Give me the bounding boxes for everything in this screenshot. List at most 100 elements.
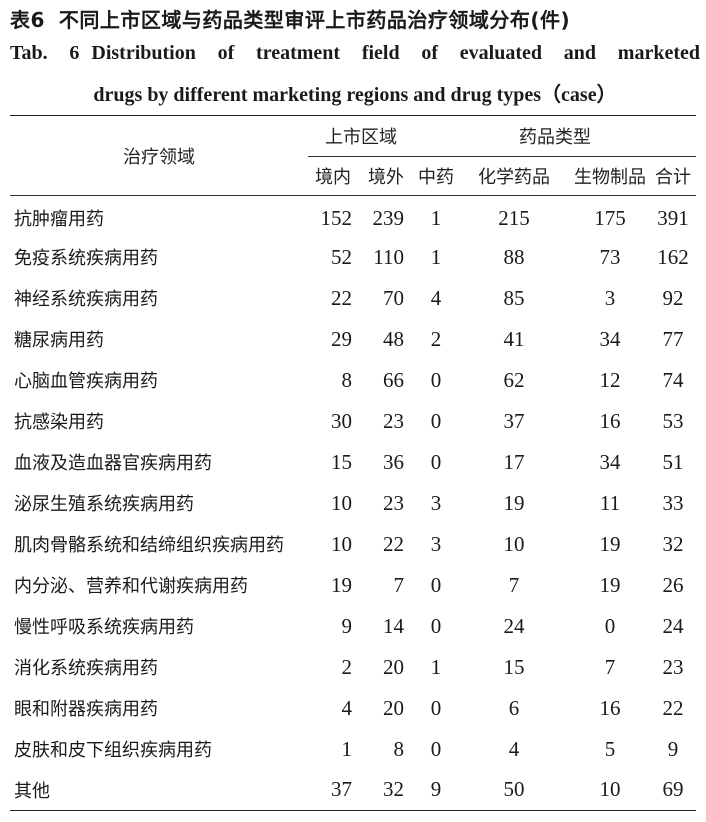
cell-chemical: 50: [503, 777, 525, 802]
cell-total: 391: [657, 205, 689, 230]
cell-tcm: 9: [430, 777, 442, 802]
treatment-field-table: 治疗领域 上市区域 药品类型 境内 境外 中药 化学药品 生物制品 合计 抗肿瘤…: [10, 115, 696, 811]
cell-overseas: 23: [383, 490, 404, 515]
cell-domestic: 152: [320, 205, 353, 230]
table-number-label: 表6: [10, 8, 45, 32]
cell-total: 23: [662, 654, 684, 679]
cell-domestic: 9: [341, 613, 353, 638]
cell-tcm: 3: [430, 490, 442, 515]
cell-field: 神经系统疾病用药: [14, 289, 158, 310]
cell-overseas: 23: [383, 408, 404, 433]
table-row: 消化系统疾病用药 2 20 1 15 7 23: [10, 647, 696, 688]
cell-chemical: 10: [503, 531, 525, 556]
cell-chemical: 24: [503, 613, 525, 638]
cell-field: 慢性呼吸系统疾病用药: [14, 617, 194, 638]
cell-total: 51: [662, 449, 684, 474]
cell-field: 内分泌、营养和代谢疾病用药: [14, 576, 248, 597]
cell-total: 26: [662, 572, 684, 597]
cell-total: 69: [662, 777, 684, 802]
cell-chemical: 7: [508, 572, 520, 597]
table-row: 神经系统疾病用药 22 70 4 85 3 92: [10, 278, 696, 319]
cell-chemical: 62: [503, 367, 525, 392]
cell-tcm: 1: [430, 205, 442, 230]
cell-domestic: 10: [331, 490, 352, 515]
cell-overseas: 20: [383, 654, 404, 679]
cell-overseas: 32: [383, 777, 404, 802]
table-row: 血液及造血器官疾病用药 15 36 0 17 34 51: [10, 442, 696, 483]
table-header: 治疗领域 上市区域 药品类型 境内 境外 中药 化学药品 生物制品 合计: [10, 115, 696, 196]
cell-domestic: 52: [331, 244, 352, 269]
cell-field: 其他: [14, 780, 50, 802]
table-row: 心脑血管疾病用药 8 66 0 62 12 74: [10, 360, 696, 401]
cell-total: 9: [667, 736, 679, 761]
cell-domestic: 4: [341, 695, 353, 720]
header-group-marketing-region: 上市区域: [308, 115, 414, 157]
table-caption-english-line1: Tab. 6 Distribution of treatment field of…: [10, 42, 700, 65]
table-row: 免疫系统疾病用药 52 110 1 88 73 162: [10, 237, 696, 278]
cell-chemical: 4: [508, 736, 520, 761]
cell-tcm: 0: [430, 695, 442, 720]
cell-tcm: 0: [430, 408, 442, 433]
cell-overseas: 48: [383, 326, 404, 351]
cell-field: 免疫系统疾病用药: [14, 248, 158, 269]
cell-chemical: 85: [503, 285, 525, 310]
table-title-chinese: 不同上市区域与药品类型审评上市药品治疗领域分布(件): [58, 8, 571, 32]
cell-total: 162: [657, 244, 689, 269]
cell-biologic: 73: [599, 244, 621, 269]
cell-total: 77: [662, 326, 684, 351]
cell-overseas: 20: [383, 695, 404, 720]
header-total: 合计: [650, 156, 696, 196]
cell-domestic: 37: [331, 777, 352, 802]
cell-biologic: 175: [594, 205, 626, 230]
cell-biologic: 0: [604, 613, 616, 638]
header-chemical-drugs: 化学药品: [458, 156, 570, 196]
cell-chemical: 17: [503, 449, 525, 474]
cell-field: 糖尿病用药: [14, 330, 104, 351]
cell-total: 74: [662, 367, 684, 392]
cell-overseas: 36: [383, 449, 404, 474]
table-row: 抗感染用药 30 23 0 37 16 53: [10, 401, 696, 442]
cell-tcm: 0: [430, 572, 442, 597]
cell-biologic: 7: [604, 654, 616, 679]
cell-field: 血液及造血器官疾病用药: [14, 453, 212, 474]
table-caption-chinese: 表6 不同上市区域与药品类型审评上市药品治疗领域分布(件): [10, 4, 700, 33]
cell-overseas: 7: [393, 572, 405, 597]
cell-domestic: 19: [331, 572, 352, 597]
table-row: 眼和附器疾病用药 4 20 0 6 16 22: [10, 688, 696, 729]
cell-domestic: 15: [331, 449, 352, 474]
cell-overseas: 239: [372, 205, 405, 230]
header-domestic: 境内: [308, 156, 358, 196]
cell-tcm: 3: [430, 531, 442, 556]
cell-biologic: 16: [599, 695, 621, 720]
cell-domestic: 1: [341, 736, 353, 761]
cell-overseas: 14: [383, 613, 404, 638]
cell-biologic: 3: [604, 285, 616, 310]
table-body: 抗肿瘤用药 152 239 1 215 175 391 免疫系统疾病用药 52 …: [10, 196, 696, 811]
cell-biologic: 34: [599, 326, 621, 351]
cell-biologic: 16: [599, 408, 621, 433]
cell-domestic: 30: [331, 408, 352, 433]
table-row: 其他 37 32 9 50 10 69: [10, 770, 696, 811]
header-overseas: 境外: [358, 156, 414, 196]
cell-chemical: 88: [503, 244, 525, 269]
cell-overseas: 22: [383, 531, 404, 556]
cell-biologic: 34: [599, 449, 621, 474]
cell-tcm: 1: [430, 244, 442, 269]
cell-tcm: 1: [430, 654, 442, 679]
header-tcm: 中药: [414, 156, 458, 196]
cell-domestic: 2: [341, 654, 353, 679]
table-row: 糖尿病用药 29 48 2 41 34 77: [10, 319, 696, 360]
cell-biologic: 10: [599, 777, 621, 802]
cell-field: 抗肿瘤用药: [14, 209, 104, 231]
cell-overseas: 8: [393, 736, 405, 761]
cell-tcm: 2: [430, 326, 442, 351]
cell-biologic: 11: [599, 490, 621, 515]
table-row: 肌肉骨骼系统和结缔组织疾病用药 10 22 3 10 19 32: [10, 524, 696, 565]
cell-overseas: 110: [373, 244, 404, 269]
cell-tcm: 0: [430, 449, 442, 474]
cell-chemical: 37: [503, 408, 525, 433]
cell-field: 肌肉骨骼系统和结缔组织疾病用药: [14, 535, 284, 556]
cell-domestic: 8: [341, 367, 353, 392]
cell-field: 泌尿生殖系统疾病用药: [14, 494, 194, 515]
cell-tcm: 0: [430, 736, 442, 761]
